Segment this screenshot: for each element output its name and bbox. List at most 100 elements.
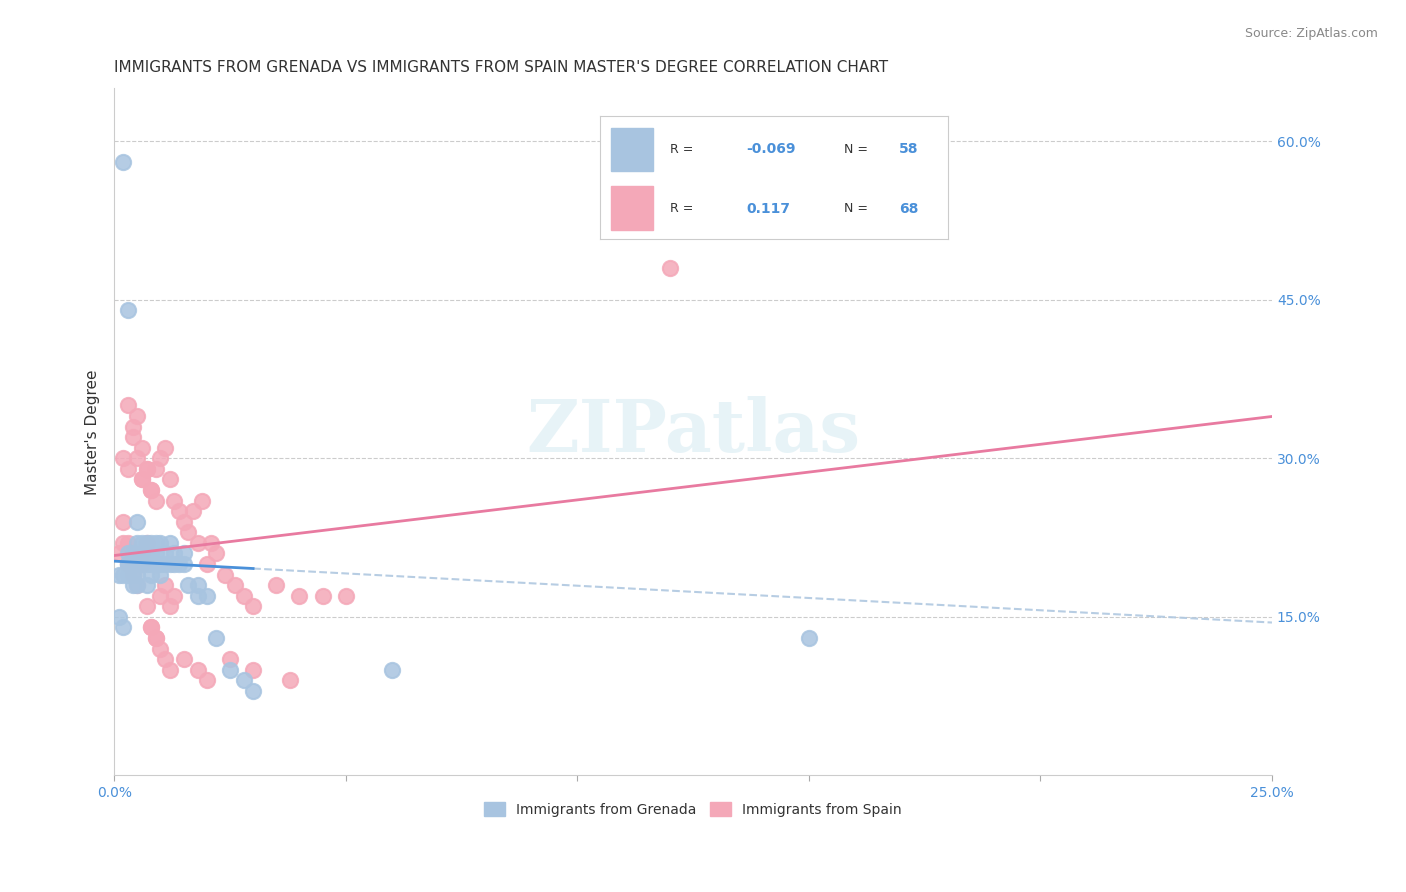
Point xyxy=(167,504,190,518)
Point xyxy=(131,472,153,486)
Point xyxy=(145,546,167,560)
Point xyxy=(163,557,186,571)
Point xyxy=(121,430,143,444)
Point xyxy=(163,546,186,560)
Point xyxy=(135,462,157,476)
Point xyxy=(131,441,153,455)
Point xyxy=(219,663,242,677)
Point xyxy=(195,673,218,688)
Point xyxy=(117,399,139,413)
Point xyxy=(127,451,149,466)
Point xyxy=(205,546,228,560)
Point xyxy=(163,589,186,603)
Point xyxy=(153,546,176,560)
Point xyxy=(141,620,163,634)
Point xyxy=(797,631,820,645)
Point xyxy=(131,472,153,486)
Text: ZIPatlas: ZIPatlas xyxy=(526,396,860,467)
Point xyxy=(145,557,167,571)
Point xyxy=(135,546,157,560)
Point xyxy=(127,409,149,423)
Point xyxy=(181,504,204,518)
Y-axis label: Master's Degree: Master's Degree xyxy=(86,369,100,495)
Point xyxy=(153,652,176,666)
Point xyxy=(127,536,149,550)
Point xyxy=(224,578,246,592)
Text: Source: ZipAtlas.com: Source: ZipAtlas.com xyxy=(1244,27,1378,40)
Point xyxy=(131,557,153,571)
Point xyxy=(177,525,200,540)
Point xyxy=(149,557,172,571)
Point xyxy=(135,536,157,550)
Point xyxy=(149,589,172,603)
Point xyxy=(311,589,333,603)
Point xyxy=(149,536,172,550)
Point xyxy=(288,589,311,603)
Point xyxy=(108,546,131,560)
Point xyxy=(149,641,172,656)
Point xyxy=(200,536,222,550)
Point xyxy=(131,557,153,571)
Point xyxy=(149,451,172,466)
Point xyxy=(131,536,153,550)
Point xyxy=(242,663,264,677)
Point xyxy=(167,557,190,571)
Point xyxy=(173,652,195,666)
Point xyxy=(131,546,153,560)
Point xyxy=(153,557,176,571)
Point xyxy=(127,557,149,571)
Point xyxy=(127,557,149,571)
Point xyxy=(205,631,228,645)
Point xyxy=(141,483,163,497)
Point xyxy=(232,589,254,603)
Point xyxy=(214,567,236,582)
Point xyxy=(145,536,167,550)
Point xyxy=(108,567,131,582)
Point xyxy=(135,536,157,550)
Point xyxy=(112,515,135,529)
Point xyxy=(658,260,681,275)
Point xyxy=(159,599,181,614)
Point xyxy=(145,462,167,476)
Point xyxy=(187,536,209,550)
Point xyxy=(278,673,301,688)
Point xyxy=(127,546,149,560)
Point xyxy=(141,546,163,560)
Point xyxy=(117,536,139,550)
Text: IMMIGRANTS FROM GRENADA VS IMMIGRANTS FROM SPAIN MASTER'S DEGREE CORRELATION CHA: IMMIGRANTS FROM GRENADA VS IMMIGRANTS FR… xyxy=(114,60,889,75)
Point xyxy=(121,546,143,560)
Point xyxy=(141,557,163,571)
Point xyxy=(135,462,157,476)
Point xyxy=(141,483,163,497)
Point xyxy=(112,567,135,582)
Point xyxy=(187,578,209,592)
Point xyxy=(121,557,143,571)
Point xyxy=(117,462,139,476)
Point xyxy=(153,578,176,592)
Point xyxy=(131,557,153,571)
Point xyxy=(159,557,181,571)
Point xyxy=(145,493,167,508)
Point xyxy=(117,567,139,582)
Point xyxy=(112,536,135,550)
Point xyxy=(112,451,135,466)
Point xyxy=(121,567,143,582)
Point xyxy=(191,493,214,508)
Point xyxy=(145,631,167,645)
Point xyxy=(117,546,139,560)
Point xyxy=(187,663,209,677)
Point xyxy=(135,557,157,571)
Point xyxy=(121,419,143,434)
Point xyxy=(121,578,143,592)
Point xyxy=(159,663,181,677)
Point xyxy=(121,546,143,560)
Point xyxy=(173,557,195,571)
Point xyxy=(195,557,218,571)
Point xyxy=(242,599,264,614)
Point xyxy=(153,441,176,455)
Point xyxy=(173,515,195,529)
Point xyxy=(177,578,200,592)
Point xyxy=(112,155,135,169)
Point xyxy=(159,536,181,550)
Point xyxy=(127,567,149,582)
